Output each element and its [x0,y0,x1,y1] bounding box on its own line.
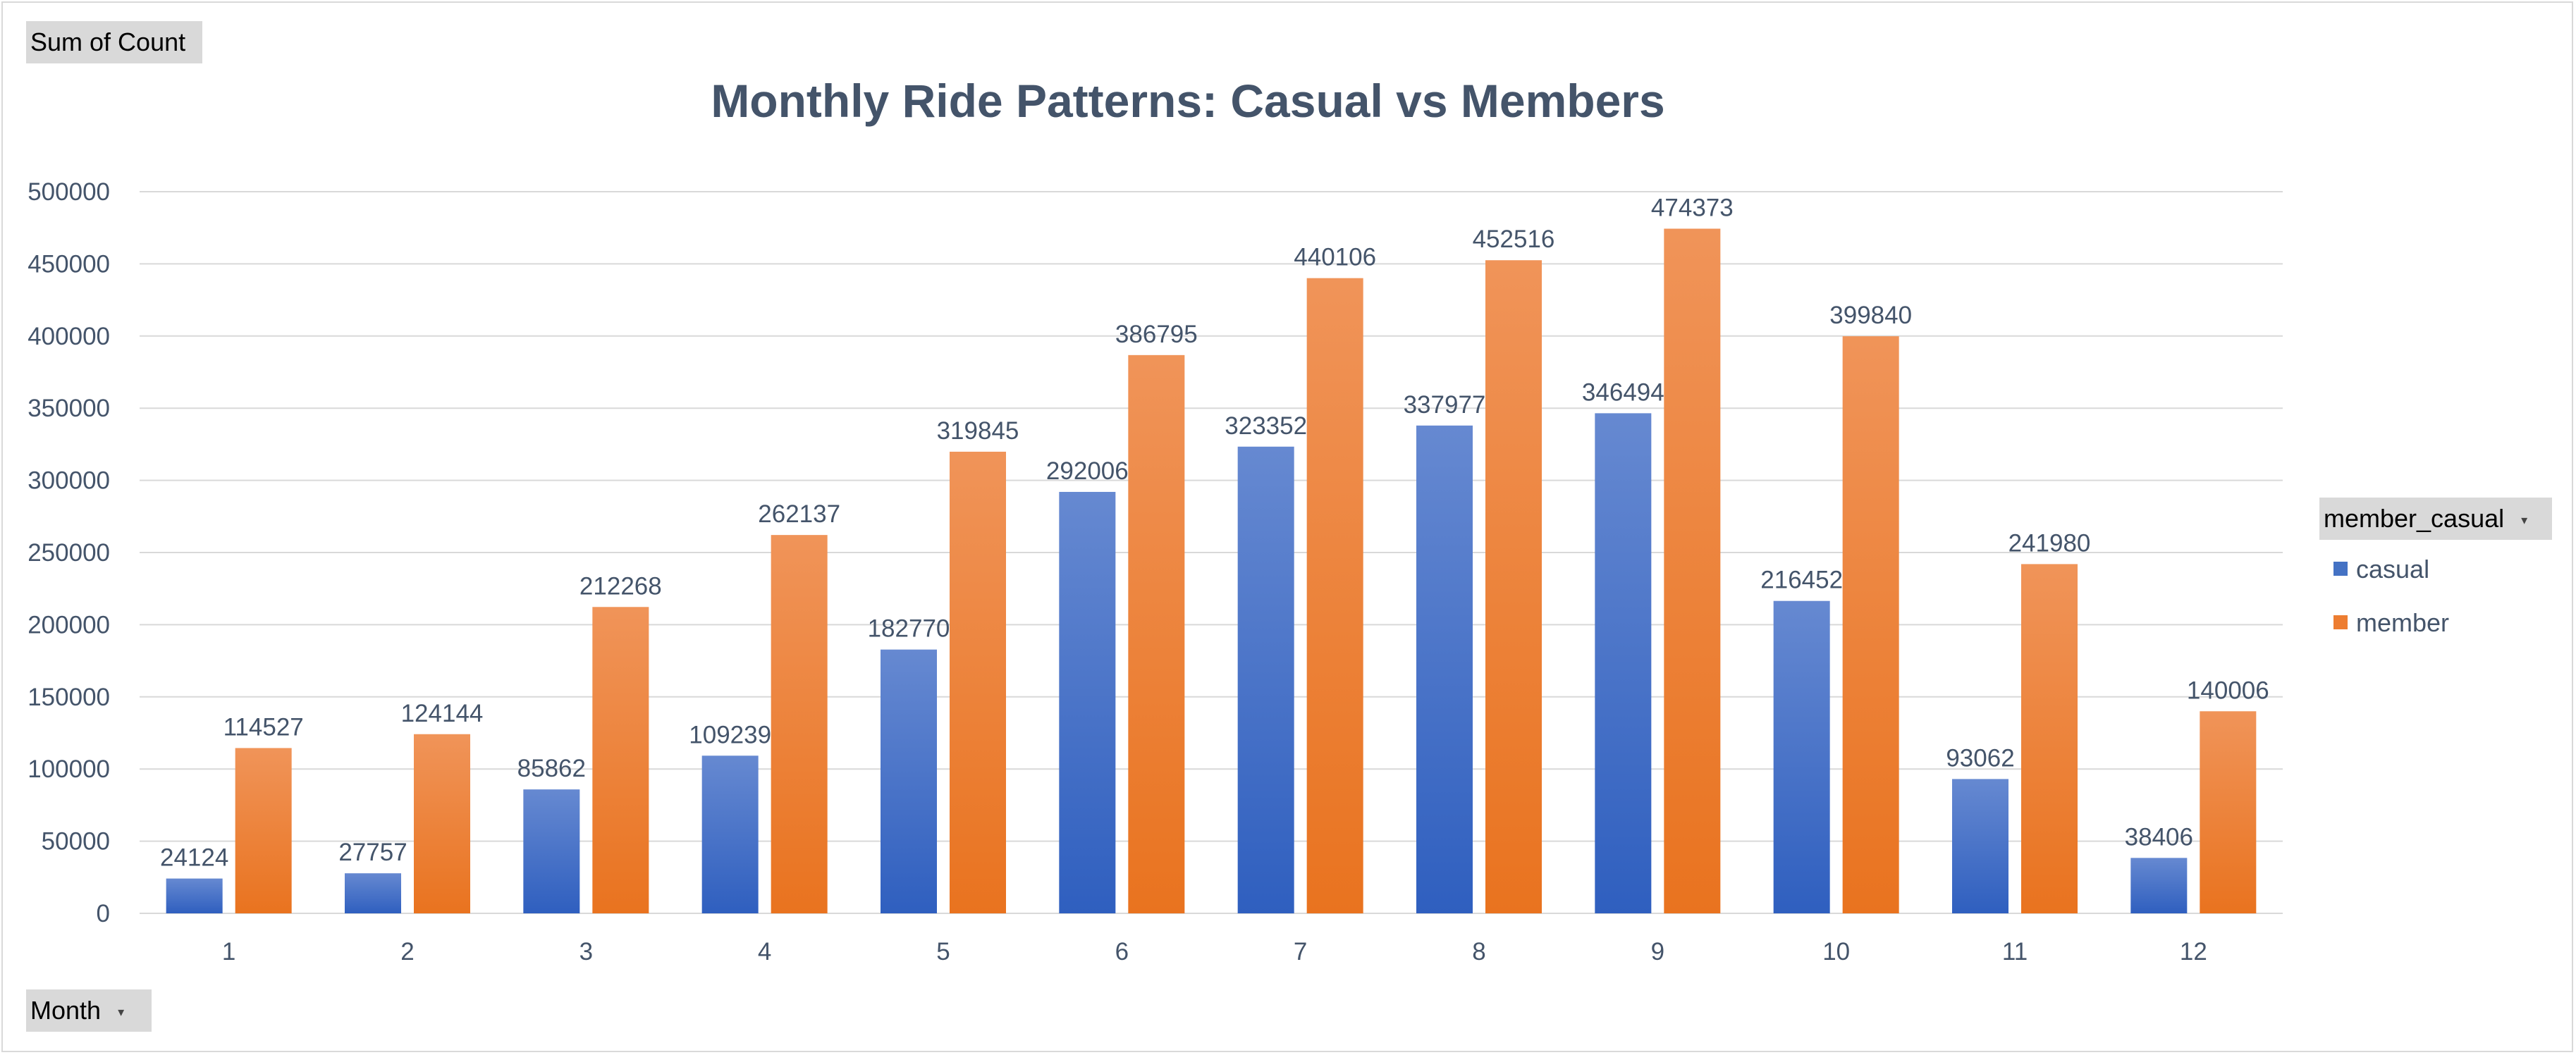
legend: casual member [2333,555,2449,637]
data-label-member: 212268 [579,572,662,600]
y-tick-label: 100000 [27,755,110,783]
data-label-member: 452516 [1473,226,1555,253]
dropdown-arrow-icon[interactable]: ▾ [118,1005,125,1020]
bar-member-month-10 [1842,336,1899,913]
data-label-member: 114527 [223,713,304,741]
values-field-label: Sum of Count [30,27,186,56]
y-tick-label: 150000 [27,684,110,711]
bar-casual-month-7 [1237,446,1294,913]
x-tick-label: 5 [936,938,950,965]
data-label-casual: 337977 [1404,391,1486,419]
y-tick-label: 250000 [27,539,110,567]
axis-field-label: Month [30,996,102,1025]
bars [166,228,2257,914]
y-tick-label: 350000 [27,395,110,422]
legend-field-label: member_casual [2324,504,2505,533]
bar-member-month-2 [414,734,470,913]
data-label-member: 319845 [937,417,1019,445]
bar-member-month-12 [2200,711,2257,913]
y-axis: 0 50000 100000 150000 200000 250000 300000 3500… [27,178,110,927]
bar-member-month-4 [771,535,828,913]
data-label-member: 440106 [1294,244,1376,271]
bar-member-month-6 [1128,354,1185,913]
bar-casual-month-2 [345,873,401,913]
data-label-casual: 93062 [1946,744,2014,772]
data-label-casual: 109239 [689,721,771,748]
bar-casual-month-8 [1416,425,1473,913]
bar-member-month-5 [950,451,1006,913]
data-label-casual: 27757 [338,839,407,866]
chart-title: Monthly Ride Patterns: Casual vs Members [711,75,1664,127]
y-tick-label: 500000 [27,178,110,206]
data-label-casual: 38406 [2125,823,2193,851]
data-label-casual: 182770 [868,615,950,643]
x-tick-label: 1 [222,938,235,965]
data-label-member: 399840 [1829,302,1912,329]
data-label-member: 262137 [758,500,840,528]
bar-member-month-8 [1485,260,1542,914]
data-label-casual: 216452 [1760,567,1843,594]
bar-member-month-3 [592,607,649,913]
bar-member-month-11 [2021,564,2078,913]
x-tick-label: 3 [579,938,593,965]
bar-member-month-9 [1664,228,1721,913]
dropdown-arrow-icon[interactable]: ▾ [2521,513,2528,528]
data-label-member: 386795 [1115,321,1198,348]
data-label-casual: 323352 [1225,412,1307,440]
bar-member-month-1 [235,748,292,913]
x-tick-label: 4 [758,938,771,965]
x-tick-label: 6 [1115,938,1129,965]
x-tick-label: 7 [1294,938,1307,965]
data-labels: 24124 114527 27757 124144 85862 212268 109239 2… [160,194,2269,871]
bar-casual-month-4 [701,755,759,913]
data-label-member: 241980 [2008,529,2091,557]
x-tick-label: 11 [2002,938,2028,965]
data-label-member: 474373 [1651,194,1734,221]
legend-field-button[interactable]: member_casual ▾ [2319,498,2552,540]
y-tick-label: 0 [97,900,110,927]
bar-casual-month-12 [2130,858,2188,913]
x-axis: 1 2 3 4 5 6 7 8 9 10 11 12 [222,938,2207,965]
bar-casual-month-11 [1952,779,2008,913]
data-label-casual: 346494 [1582,378,1664,406]
bar-casual-month-1 [166,878,223,913]
axis-field-button[interactable]: Month ▾ [26,989,152,1032]
data-label-casual: 24124 [160,844,228,872]
legend-swatch-casual [2333,562,2348,576]
x-tick-label: 12 [2180,938,2207,965]
data-label-casual: 292006 [1046,457,1129,485]
bar-casual-month-10 [1773,600,1830,913]
y-tick-label: 450000 [27,250,110,278]
y-tick-label: 200000 [27,611,110,638]
x-tick-label: 9 [1651,938,1664,965]
x-tick-label: 10 [1822,938,1850,965]
y-tick-label: 400000 [27,323,110,350]
data-label-member: 140006 [2187,677,2269,704]
bar-casual-month-5 [881,649,937,913]
gridlines [140,191,2283,914]
y-tick-label: 50000 [42,828,110,856]
values-field-button[interactable]: Sum of Count [26,21,202,63]
bar-casual-month-9 [1595,413,1652,913]
x-tick-label: 8 [1472,938,1485,965]
data-label-member: 124144 [401,700,484,727]
bar-casual-month-6 [1059,491,1116,913]
bar-member-month-7 [1306,278,1363,913]
y-tick-label: 300000 [27,467,110,495]
x-tick-label: 2 [400,938,414,965]
legend-swatch-member [2333,615,2348,629]
data-label-casual: 85862 [517,755,586,782]
legend-entry-casual: casual [2356,555,2429,584]
bar-casual-month-3 [523,789,580,913]
legend-entry-member: member [2356,608,2449,637]
